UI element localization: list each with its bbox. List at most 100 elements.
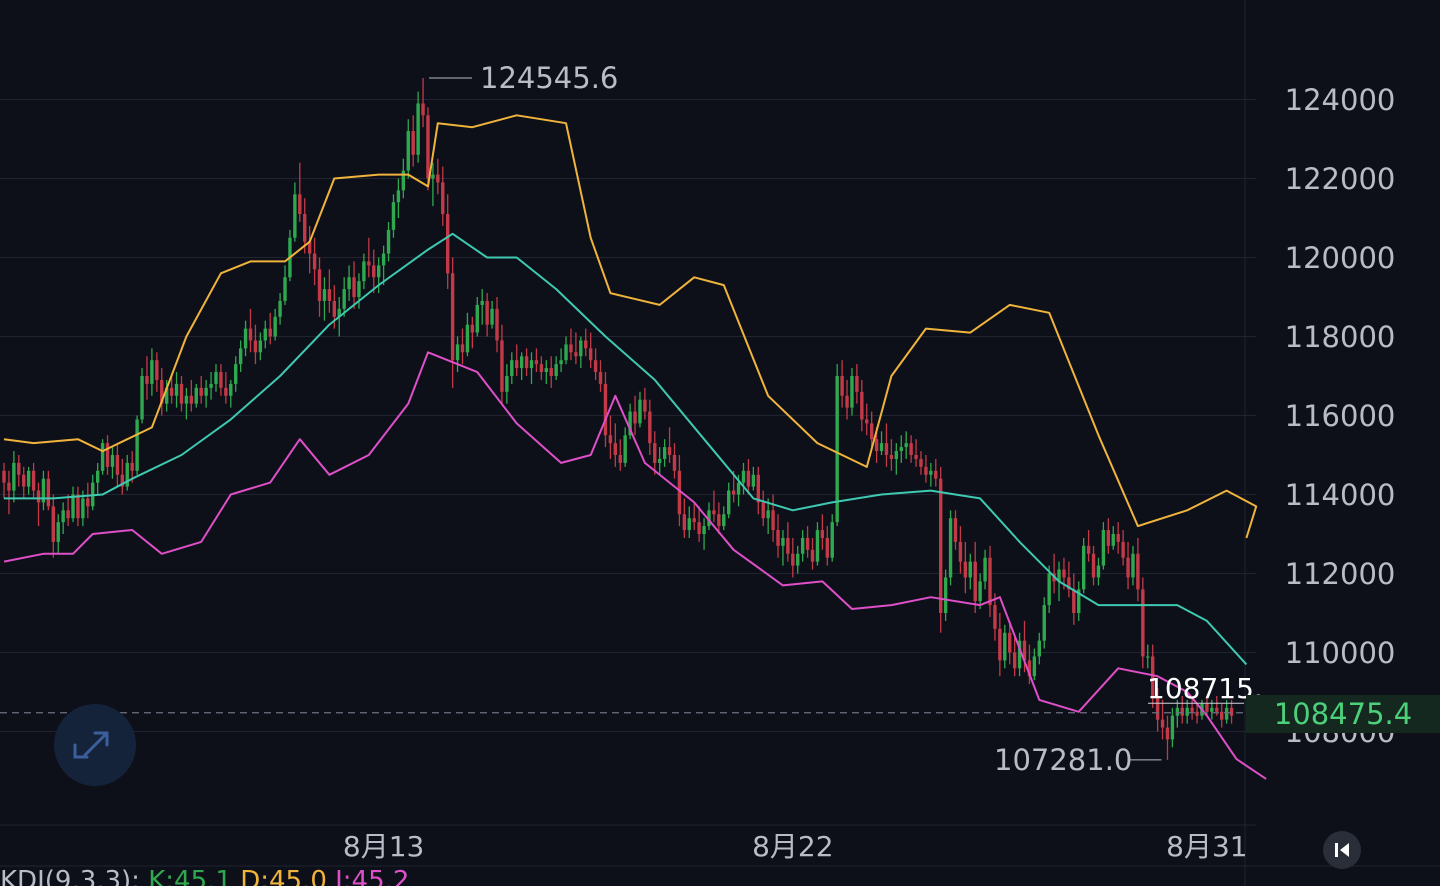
candle-body (934, 470, 938, 479)
candle-body (1175, 707, 1180, 716)
candle-body (51, 506, 55, 542)
candle-body (1165, 727, 1170, 740)
candle-body (332, 300, 337, 317)
candle-body (362, 261, 366, 282)
candle-body (86, 498, 90, 507)
candle-body (707, 510, 711, 527)
candle-body (219, 372, 223, 388)
candle-body (46, 478, 51, 507)
last-price-value: 108475.4 (1273, 697, 1413, 731)
candle-body (810, 549, 815, 562)
candle-body (1101, 530, 1106, 566)
candle-body (100, 443, 105, 471)
candle-body (1086, 545, 1091, 554)
candle-body (1106, 530, 1111, 546)
candle-body (421, 103, 425, 116)
candle-body (258, 340, 263, 353)
candle-body (169, 387, 174, 396)
candle-body (450, 273, 455, 361)
candle-body (746, 470, 751, 487)
candle-body (431, 174, 435, 179)
high-price-label: 124545.6 (480, 60, 619, 95)
candle-body (731, 490, 736, 495)
candle-body (914, 455, 918, 459)
candle-body (95, 470, 100, 483)
expand-button[interactable] (54, 704, 136, 786)
kdj-k: K:45.1 (148, 866, 232, 886)
candle-body (115, 455, 120, 475)
candle-body (229, 383, 233, 396)
candle-body (386, 229, 391, 254)
candle-body (179, 383, 184, 404)
candle-body (988, 557, 992, 606)
candle-body (1057, 569, 1061, 582)
candle-body (1037, 640, 1041, 657)
candle-body (1131, 553, 1135, 578)
candle-body (105, 443, 110, 467)
candle-body (248, 328, 253, 341)
candle-body (677, 470, 682, 515)
candle-body (204, 387, 208, 396)
candle-body (1072, 589, 1076, 613)
candle-body (278, 300, 282, 317)
candle-body (490, 308, 494, 325)
price-tick-label: 116000 (1284, 398, 1396, 433)
candle-body (66, 510, 70, 519)
candle-body (465, 324, 470, 353)
candle-body (480, 300, 484, 305)
candle-body (1047, 573, 1051, 606)
candle-body (874, 439, 879, 452)
candle-body (500, 340, 504, 392)
candle-body (904, 443, 908, 448)
candle-body (1160, 719, 1165, 728)
candle-body (943, 577, 948, 613)
candle-body (455, 344, 460, 361)
candle-body (515, 360, 519, 369)
candle-body (164, 387, 169, 404)
scroll-to-latest-button[interactable] (1323, 831, 1361, 869)
candle-body (953, 518, 958, 542)
candle-body (672, 455, 677, 471)
candle-body (692, 518, 696, 523)
candle-body (307, 241, 312, 254)
candle-body (534, 360, 539, 365)
candle-body (381, 253, 386, 266)
candle-body (184, 395, 189, 404)
candle-body (860, 391, 864, 420)
candle-body (347, 277, 351, 290)
candle-body (7, 482, 11, 491)
date-tick-label: 8月22 (752, 830, 834, 863)
candle-body (485, 300, 489, 325)
candle-body (929, 470, 933, 475)
candle-body (1042, 605, 1046, 641)
candle-body (155, 360, 159, 380)
candle-body (22, 474, 26, 487)
candle-body (125, 462, 129, 487)
candle-body (495, 308, 499, 341)
candle-body (584, 340, 588, 349)
candle-body (160, 379, 164, 404)
candle-body (234, 364, 238, 384)
candle-body (1195, 711, 1199, 716)
kdj-j: J:45.2 (335, 866, 410, 886)
candle-body (120, 474, 125, 487)
candle-body (643, 399, 647, 412)
candle-body (855, 376, 859, 392)
candle-body (544, 368, 548, 373)
candle-body (638, 399, 642, 424)
candle-body (978, 581, 982, 602)
candle-body (1121, 541, 1125, 558)
candle-body (376, 265, 381, 278)
candle-body (2, 470, 6, 483)
kdj-name: KDJ(9,3,3): (0, 866, 140, 886)
kdj-indicator: KDJ(9,3,3): K:45.1 D:45.0 J:45.2 (0, 866, 409, 886)
bollinger-lower-line (3, 351, 1267, 780)
candle-body (884, 443, 889, 455)
candle-body (781, 537, 785, 546)
candle-body (130, 462, 134, 471)
candle-body (776, 530, 780, 546)
candle-body (110, 455, 115, 467)
candle-body (41, 478, 46, 503)
price-tick-label: 112000 (1284, 556, 1396, 591)
